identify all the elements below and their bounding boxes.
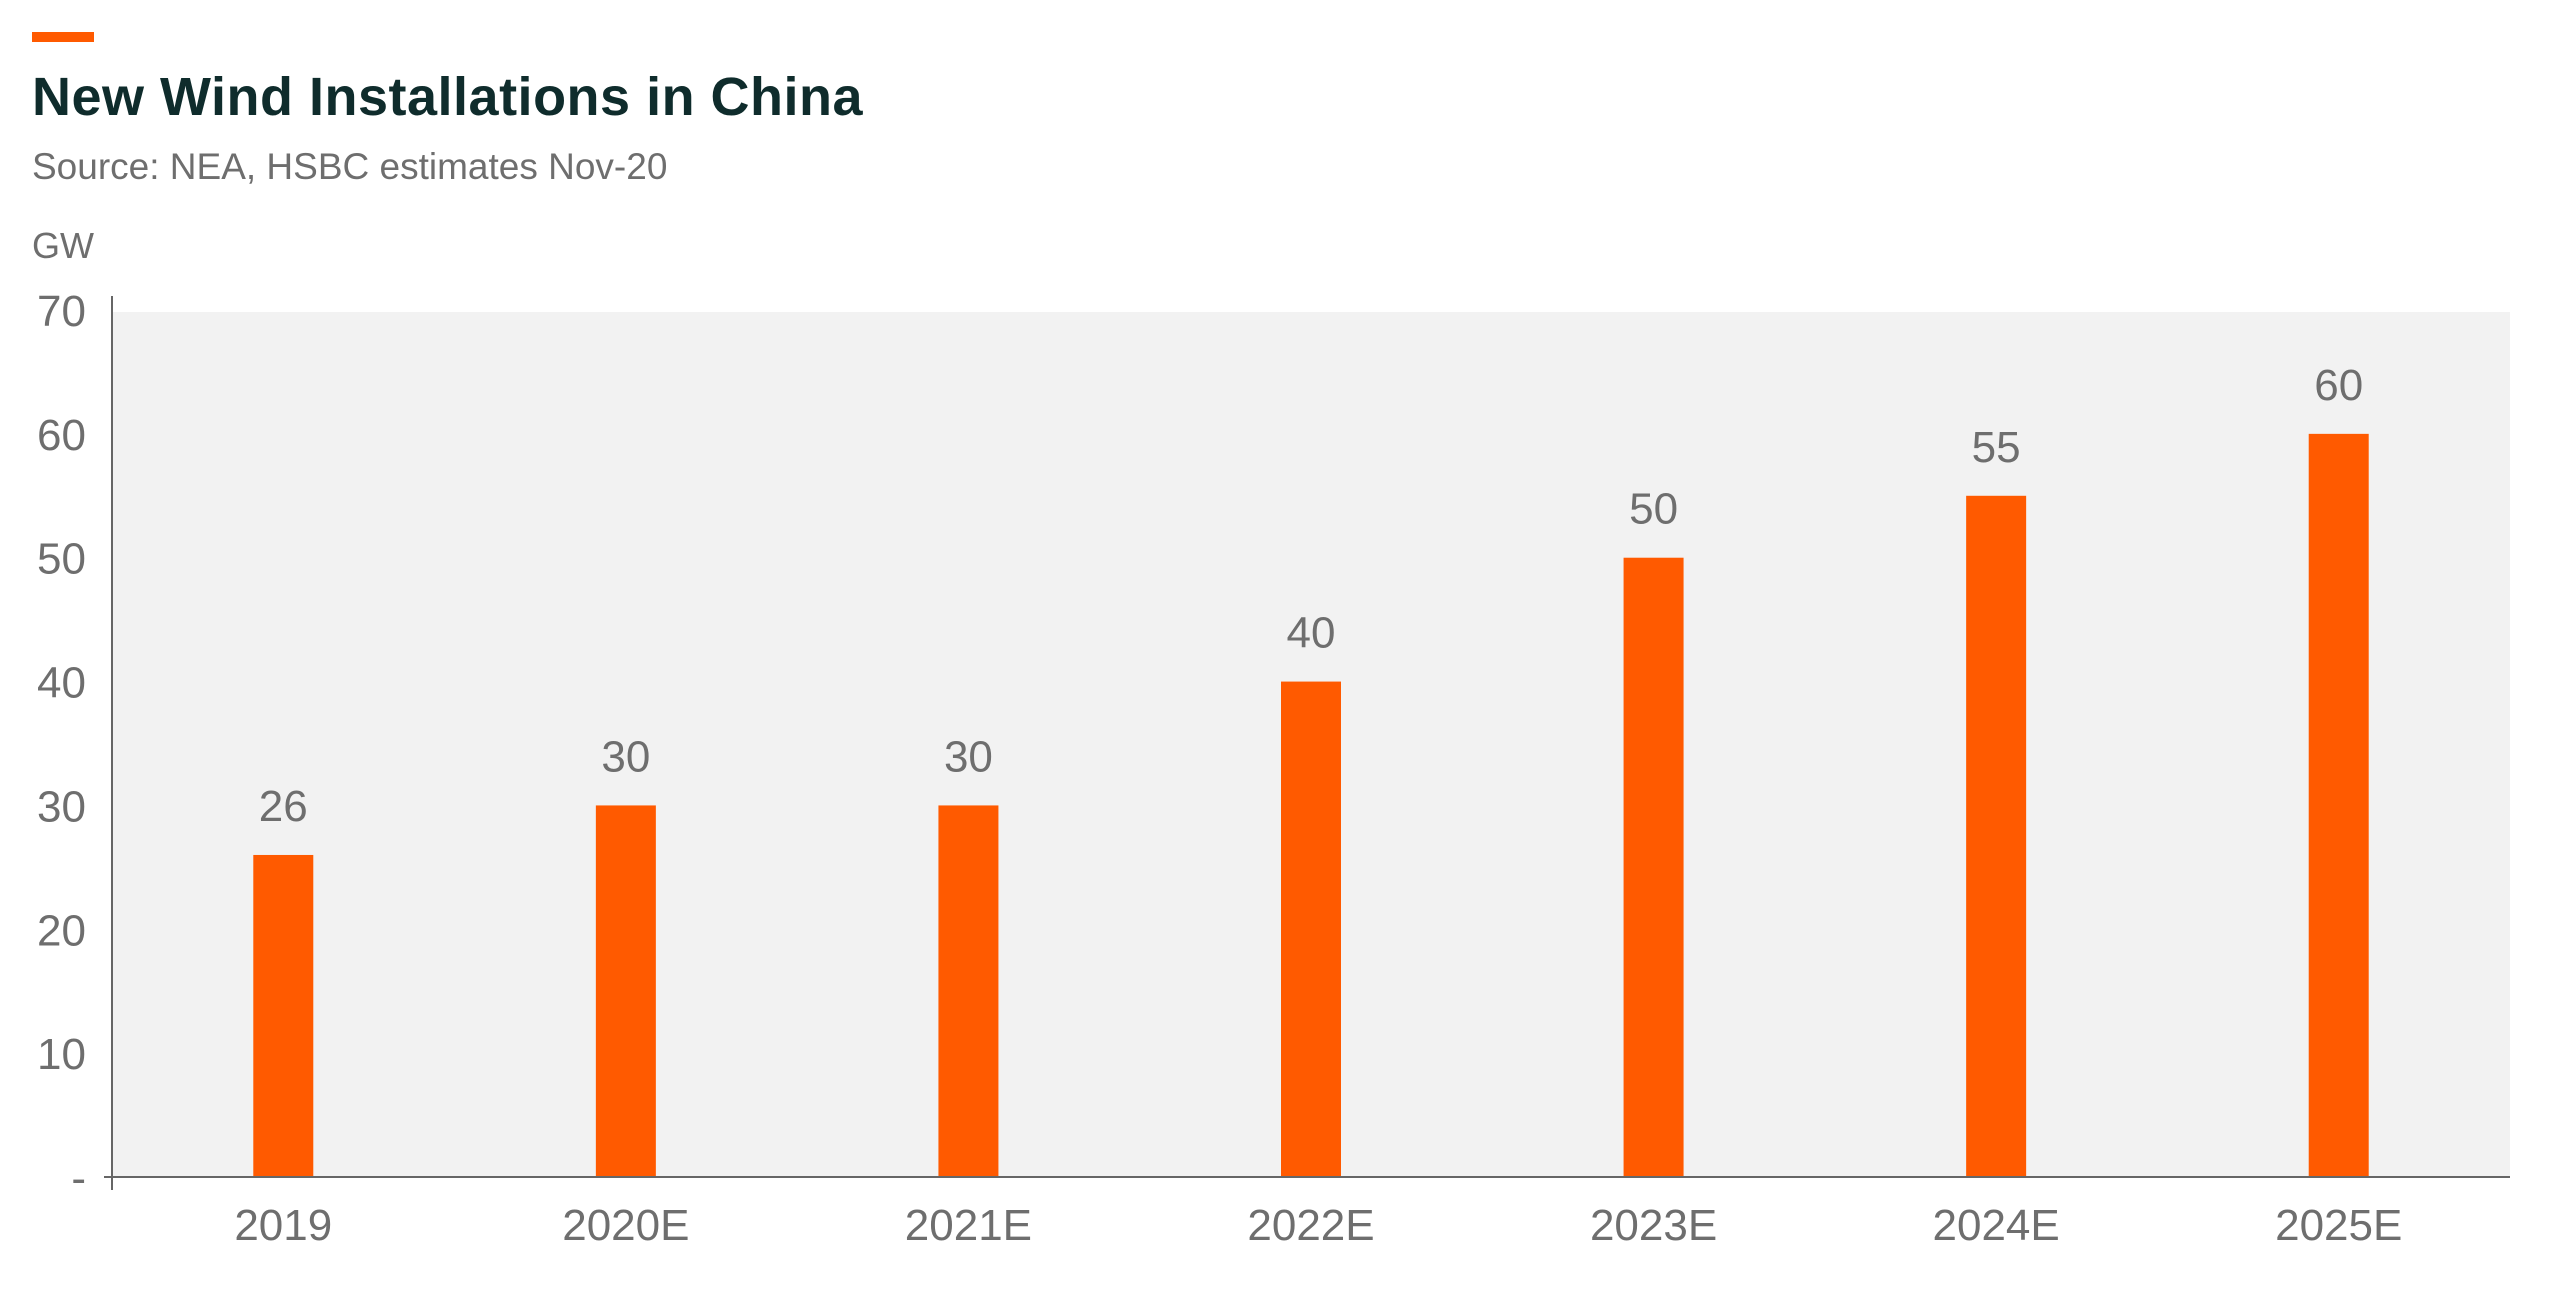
chart-title: New Wind Installations in China: [32, 67, 864, 127]
y-tick-label: 40: [37, 659, 86, 708]
x-tick-label: 2022E: [1247, 1201, 1374, 1250]
x-tick-label: 2024E: [1933, 1201, 2060, 1250]
data-label: 30: [601, 732, 650, 781]
bar: [1281, 681, 1341, 1177]
data-label: 55: [1972, 423, 2021, 472]
bar: [595, 805, 656, 1177]
y-ticks-group: - 10 20 30 40 50 60 70: [37, 287, 86, 1203]
data-label: 50: [1629, 485, 1678, 534]
chart-source: Source: NEA, HSBC estimates Nov-20: [32, 146, 668, 187]
bar: [1966, 495, 2027, 1177]
x-ticks-group: 2019 2020E 2021E 2022E 2023E 2024E 2025E: [234, 1201, 2402, 1250]
title-accent-bar: [32, 32, 94, 42]
bar: [253, 854, 314, 1177]
y-tick-label: 70: [37, 287, 86, 336]
x-tick-label: 2023E: [1590, 1201, 1717, 1250]
bar: [938, 805, 999, 1177]
y-tick-label: 50: [37, 535, 86, 584]
y-tick-label: 30: [37, 782, 86, 831]
data-label: 60: [2314, 361, 2363, 410]
y-tick-label: 10: [37, 1030, 86, 1079]
data-label: 30: [944, 732, 993, 781]
y-tick-label: -: [71, 1154, 86, 1203]
y-tick-label: 20: [37, 906, 86, 955]
x-tick-label: 2021E: [905, 1201, 1032, 1250]
bar: [1623, 557, 1684, 1177]
y-tick-label: 60: [37, 411, 86, 460]
x-tick-label: 2020E: [562, 1201, 689, 1250]
y-axis-label: GW: [32, 225, 94, 266]
data-label: 40: [1287, 609, 1336, 658]
data-labels-group: 26 30 30 40 50 55 60: [259, 361, 2363, 831]
bar: [2308, 433, 2369, 1177]
x-tick-label: 2019: [234, 1201, 332, 1250]
bars-group: [253, 433, 2369, 1177]
data-label: 26: [259, 782, 308, 831]
x-tick-label: 2025E: [2275, 1201, 2402, 1250]
